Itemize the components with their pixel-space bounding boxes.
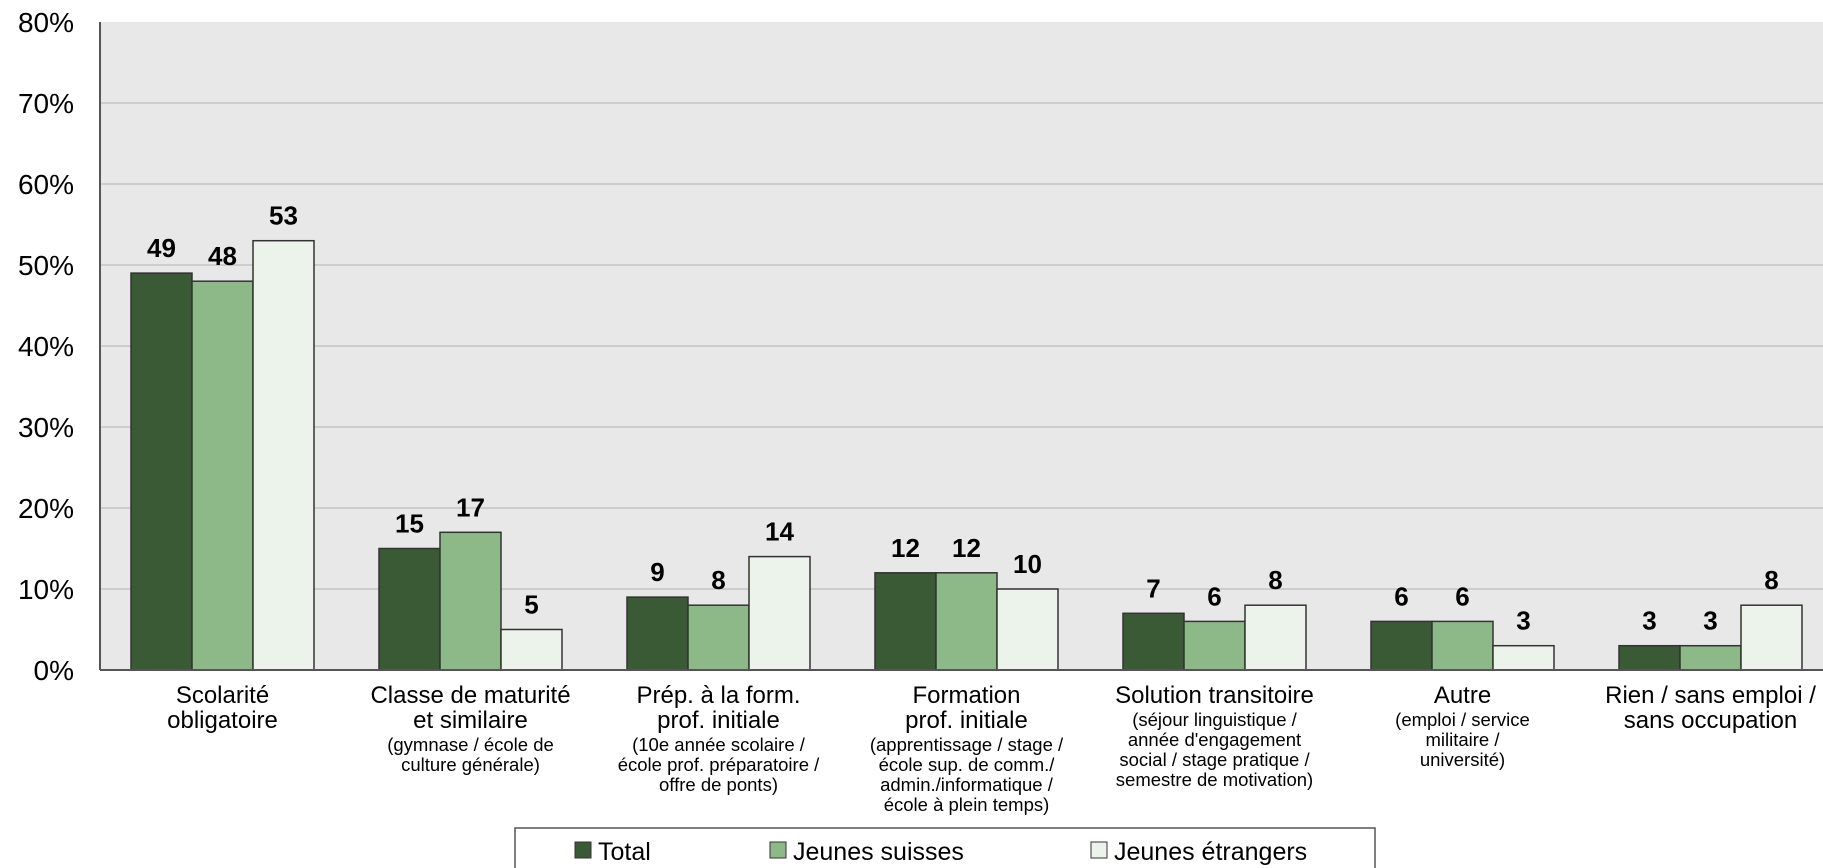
- bar-total-6: [1618, 644, 1681, 671]
- y-tick-label: 60%: [18, 169, 74, 200]
- y-tick-label: 70%: [18, 88, 74, 119]
- data-label: 5: [524, 590, 538, 620]
- data-label: 10: [1013, 549, 1042, 579]
- data-labels: 49 48 53 15 17 5 9 8 14 12 12 10 7 6 8 6 6 3 3 3 8: [147, 201, 1779, 636]
- data-label: 12: [891, 533, 920, 563]
- category-label: Formation: [912, 682, 1020, 709]
- bar-jeunes-trangers-2: [748, 555, 811, 671]
- bar-jeunes-suisses-1: [439, 531, 502, 671]
- data-label: 6: [1207, 581, 1221, 611]
- bar-jeunes-trangers-4: [1244, 604, 1307, 671]
- bar-total-1: [378, 547, 441, 671]
- category-sublabel: semestre de motivation): [1116, 769, 1313, 790]
- bar-total-2: [626, 596, 689, 671]
- data-label: 17: [456, 492, 485, 522]
- bar-jeunes-suisses-6: [1679, 644, 1742, 671]
- category-label: sans occupation: [1624, 707, 1797, 734]
- legend-label: Jeunes étrangers: [1114, 838, 1307, 866]
- legend-swatch: [574, 841, 592, 859]
- legend-label: Total: [598, 838, 651, 866]
- category-sublabel: université): [1420, 749, 1505, 770]
- category-sublabel: école sup. de comm./: [879, 754, 1056, 775]
- y-tick-label: 10%: [18, 574, 74, 605]
- data-label: 8: [1764, 565, 1778, 595]
- data-label: 53: [269, 201, 298, 231]
- bar-jeunes-trangers-0: [252, 239, 315, 671]
- bar-jeunes-suisses-3: [935, 572, 998, 671]
- y-tick-label: 50%: [18, 250, 74, 281]
- bar-total-4: [1122, 612, 1185, 671]
- bar-total-5: [1370, 620, 1433, 671]
- category-label: obligatoire: [167, 707, 278, 734]
- category-label: Scolarité: [176, 682, 269, 709]
- legend-box: [514, 827, 1376, 868]
- data-label: 8: [711, 565, 725, 595]
- bar-total-0: [130, 272, 193, 671]
- category-sublabel: école prof. préparatoire /: [618, 754, 820, 775]
- category-sublabel: offre de ponts): [659, 774, 778, 795]
- bar-jeunes-trangers-1: [500, 628, 563, 671]
- bar-jeunes-trangers-5: [1492, 644, 1555, 671]
- data-label: 7: [1146, 573, 1160, 603]
- bar-jeunes-suisses-5: [1431, 620, 1494, 671]
- data-label: 8: [1268, 565, 1282, 595]
- legend-swatch: [769, 841, 787, 859]
- data-label: 3: [1642, 606, 1656, 636]
- category-sublabel: (apprentissage / stage /: [870, 734, 1064, 755]
- data-label: 12: [952, 533, 981, 563]
- y-axis-ticks: 0% 10% 20% 30% 40% 50% 60% 70% 80%: [18, 7, 74, 686]
- y-tick-label: 80%: [18, 7, 74, 38]
- category-sublabel: (10e année scolaire /: [632, 734, 806, 755]
- category-sublabel: (emploi / service: [1395, 709, 1530, 730]
- bar-jeunes-suisses-2: [687, 604, 750, 671]
- category-sublabel: militaire /: [1425, 729, 1500, 750]
- bar-jeunes-trangers-6: [1740, 604, 1803, 671]
- legend-swatch: [1090, 841, 1108, 859]
- data-label: 49: [147, 233, 176, 263]
- legend: Total Jeunes suisses Jeunes étrangers: [514, 827, 1376, 868]
- category-label: Rien / sans emploi /: [1605, 682, 1816, 709]
- y-tick-label: 0%: [34, 655, 74, 686]
- category-sublabel: admin./informatique /: [880, 774, 1054, 795]
- data-label: 48: [208, 241, 237, 271]
- category-label: prof. initiale: [905, 707, 1028, 734]
- data-label: 6: [1394, 581, 1408, 611]
- axes: [99, 22, 1823, 671]
- data-label: 9: [650, 557, 664, 587]
- category-sublabel: culture générale): [401, 754, 540, 775]
- data-label: 6: [1455, 581, 1469, 611]
- bar-jeunes-suisses-4: [1183, 620, 1246, 671]
- data-label: 15: [395, 509, 424, 539]
- category-label: Autre: [1434, 682, 1491, 709]
- category-label: prof. initiale: [657, 707, 780, 734]
- category-sublabel: école à plein temps): [884, 794, 1050, 815]
- category-label: et similaire: [413, 707, 528, 734]
- bar-total-3: [874, 572, 937, 671]
- category-label: Solution transitoire: [1115, 682, 1314, 709]
- legend-label: Jeunes suisses: [793, 838, 964, 866]
- data-label: 3: [1703, 606, 1717, 636]
- category-sublabel: (gymnase / école de: [387, 734, 554, 755]
- bar-jeunes-suisses-0: [191, 280, 254, 671]
- category-sublabel: (séjour linguistique /: [1132, 709, 1297, 730]
- data-label: 14: [765, 517, 794, 547]
- y-tick-label: 40%: [18, 331, 74, 362]
- y-tick-label: 30%: [18, 412, 74, 443]
- category-sublabel: année d'engagement: [1128, 729, 1301, 750]
- category-label: Classe de maturité: [370, 682, 570, 709]
- y-tick-label: 20%: [18, 493, 74, 524]
- category-sublabel: social / stage pratique /: [1119, 749, 1310, 770]
- category-label: Prép. à la form.: [636, 682, 800, 709]
- data-label: 3: [1516, 606, 1530, 636]
- bar-jeunes-trangers-3: [996, 588, 1059, 671]
